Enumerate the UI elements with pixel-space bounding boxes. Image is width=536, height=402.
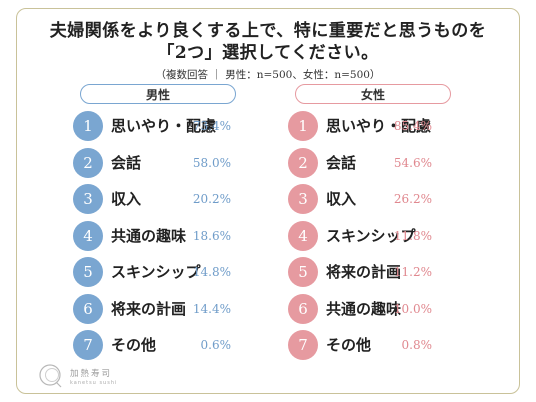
- brand-name: 加熱寿司: [70, 369, 113, 379]
- rank-badge: 4: [288, 220, 318, 251]
- rank-badge: 3: [288, 184, 318, 214]
- percentage-value: 73.4%: [192, 119, 231, 133]
- item-label: 収入: [326, 190, 357, 208]
- rank-badge: 1: [73, 111, 103, 141]
- item-label: 会話: [326, 153, 357, 172]
- male-header: 男性: [80, 84, 236, 104]
- rank-badge: 5: [288, 257, 318, 287]
- item-label: スキンシップ: [326, 226, 416, 245]
- ranking-row: 3 収入 20.2%: [73, 184, 273, 214]
- ranking-row: 2 会話 58.0%: [73, 147, 273, 178]
- sample-note: （複数回答 ｜ 男性：n=500、女性：n=500）: [155, 69, 381, 81]
- brand-logo-icon: [39, 364, 62, 388]
- percentage-value: 11.8%: [393, 228, 432, 243]
- ranking-row: 2 会話 54.6%: [288, 147, 488, 178]
- percentage-value: 11.2%: [393, 265, 432, 279]
- rank-badge: 2: [73, 147, 103, 178]
- rank-badge: 6: [288, 293, 318, 324]
- ranking-row: 7 その他 0.6%: [73, 330, 273, 360]
- ranking-row: 3 収入 26.2%: [288, 184, 488, 214]
- ranking-row: 6 将来の計画 14.4%: [73, 293, 273, 324]
- rank-badge: 5: [73, 257, 103, 287]
- percentage-value: 10.0%: [393, 301, 432, 316]
- percentage-value: 26.2%: [393, 192, 432, 206]
- item-label: 将来の計画: [111, 299, 187, 318]
- percentage-value: 0.8%: [401, 338, 433, 352]
- item-label: 将来の計画: [326, 263, 402, 281]
- female-header: 女性: [295, 84, 451, 104]
- rank-badge: 6: [73, 293, 103, 324]
- percentage-value: 85.4%: [393, 119, 432, 133]
- ranking-row: 4 共通の趣味 18.6%: [73, 220, 273, 251]
- ranking-row: 4 スキンシップ 11.8%: [288, 220, 488, 251]
- item-label: 収入: [111, 190, 142, 208]
- rank-badge: 7: [288, 330, 318, 360]
- rank-badge: 2: [288, 147, 318, 178]
- ranking-row: 1 思いやり・配慮 73.4%: [73, 111, 273, 141]
- percentage-value: 14.4%: [192, 301, 231, 316]
- brand-subtext: kanetsu sushi: [70, 380, 118, 386]
- percentage-value: 58.0%: [192, 155, 231, 170]
- percentage-value: 14.8%: [192, 265, 231, 279]
- percentage-value: 20.2%: [192, 192, 231, 206]
- item-label: その他: [326, 336, 372, 354]
- item-label: 共通の趣味: [111, 226, 187, 245]
- item-label: その他: [111, 336, 157, 354]
- item-label: 思いやり・配慮: [326, 117, 432, 135]
- item-label: 会話: [111, 153, 142, 172]
- rank-badge: 1: [288, 111, 318, 141]
- rank-badge: 3: [73, 184, 103, 214]
- rank-badge: 4: [73, 220, 103, 251]
- item-label: 思いやり・配慮: [111, 117, 217, 135]
- ranking-row: 7 その他 0.8%: [288, 330, 488, 360]
- ranking-row: 5 将来の計画 11.2%: [288, 257, 488, 287]
- percentage-value: 18.6%: [192, 228, 231, 243]
- percentage-value: 0.6%: [200, 338, 232, 352]
- rank-badge: 7: [73, 330, 103, 360]
- question-title-line2: 「2つ」選択してください。: [157, 43, 379, 63]
- ranking-row: 1 思いやり・配慮 85.4%: [288, 111, 488, 141]
- percentage-value: 54.6%: [393, 155, 432, 170]
- item-label: スキンシップ: [111, 263, 201, 281]
- ranking-row: 5 スキンシップ 14.8%: [73, 257, 273, 287]
- ranking-row: 6 共通の趣味 10.0%: [288, 293, 488, 324]
- item-label: 共通の趣味: [326, 299, 402, 318]
- question-title-line1: 夫婦関係をより良くする上で、特に重要だと思うものを: [49, 21, 487, 41]
